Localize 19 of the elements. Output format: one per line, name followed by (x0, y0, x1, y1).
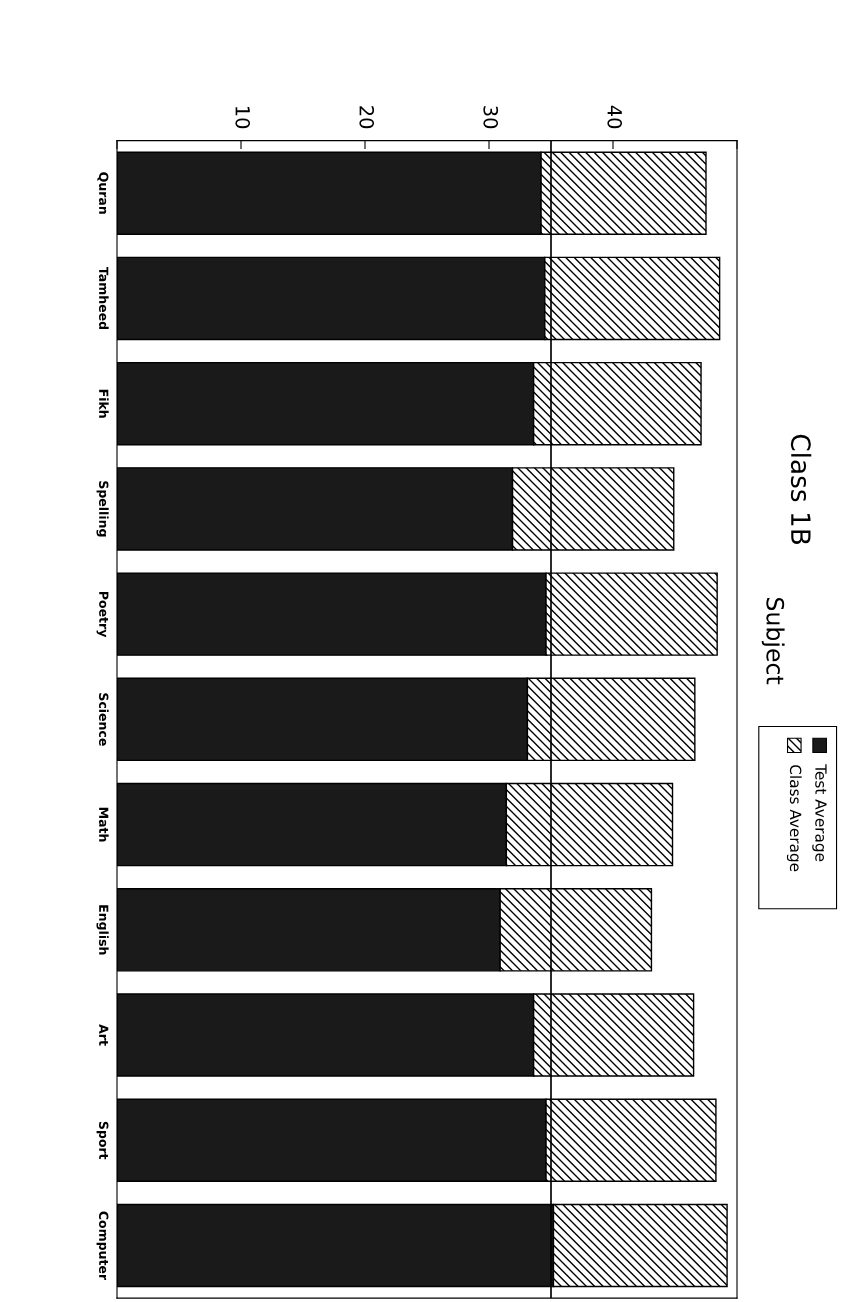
y-tick-label: Tamheed (98, 266, 109, 329)
y-tick-label: Art (99, 1024, 109, 1046)
y-tick-label: English (96, 905, 109, 955)
legend-label: Class Average (786, 765, 802, 872)
text: Class 1B (790, 434, 812, 545)
y-tick-label: Spelling (96, 481, 109, 537)
y-tick-label: Quran (97, 172, 109, 214)
y-tick-label: Computer (96, 1211, 109, 1281)
x-tick-label: 30 (483, 106, 499, 129)
y-tick-label: Fikh (99, 389, 109, 418)
y-tick-label: Science (98, 693, 109, 746)
x-tick-label: 20 (359, 106, 375, 129)
y-tick-label: Sport (96, 1121, 109, 1160)
y-tick-label: Math (98, 807, 109, 842)
x-tick-label: 40 (607, 105, 623, 129)
y-axis-title: Subject (761, 598, 785, 685)
legend-label: Test Average (812, 764, 827, 862)
x-tick-label: 10 (235, 106, 251, 129)
y-tick-label: Poetry (96, 592, 109, 638)
